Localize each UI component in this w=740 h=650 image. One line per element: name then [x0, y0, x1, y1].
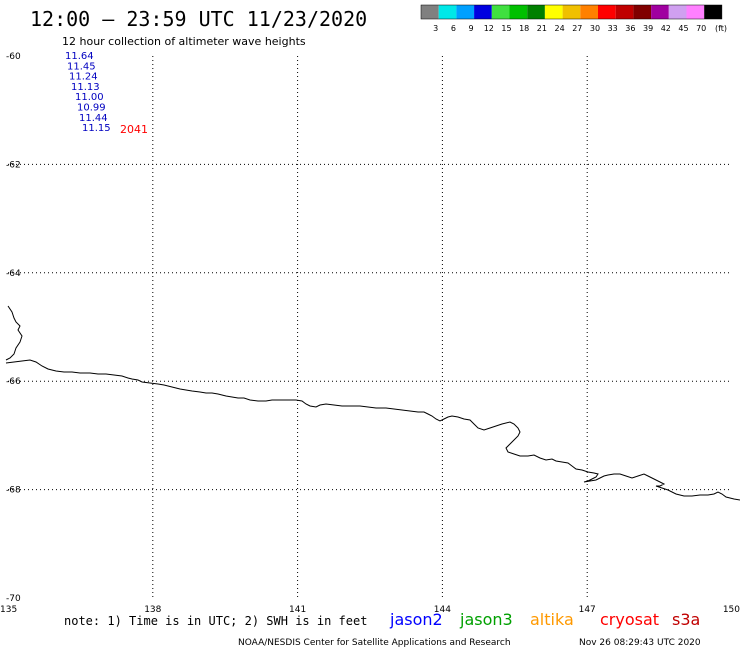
wave-height-value: 11.15	[82, 123, 111, 134]
color-scale-label: 18	[519, 24, 529, 33]
color-scale-unit: (ft)	[715, 24, 727, 33]
color-scale-swatch	[668, 5, 687, 19]
satellite-name: jason3	[459, 610, 513, 629]
color-scale-swatch	[474, 5, 492, 19]
color-scale-swatch	[704, 5, 722, 19]
color-scale-swatch	[527, 5, 545, 19]
satellite-name: s3a	[672, 610, 700, 629]
pass-time-label: 2041	[120, 123, 148, 136]
wave-height-value: 11.24	[69, 72, 98, 83]
color-scale-swatch	[438, 5, 457, 19]
color-scale-swatch	[686, 5, 705, 19]
color-scale-swatch	[651, 5, 669, 19]
color-scale-swatch	[562, 5, 581, 19]
latitude-label: -64	[6, 269, 21, 279]
color-scale-label: 12	[484, 24, 494, 33]
longitude-label: 144	[434, 605, 451, 615]
color-scale-swatch	[598, 5, 616, 19]
color-scale-border	[420, 4, 723, 20]
color-scale-label: 27	[572, 24, 582, 33]
color-scale-swatch	[421, 5, 439, 19]
color-scale-label: 42	[661, 24, 671, 33]
antarctic-coastline	[5, 305, 740, 501]
color-scale-label: 9	[469, 24, 474, 33]
satellite-legend: jason2 jason3 altika cryosat s3a	[389, 610, 700, 629]
color-scale-label: 6	[451, 24, 456, 33]
color-scale-label: 70	[696, 24, 706, 33]
latitude-label: -60	[6, 52, 21, 62]
wave-height-value: 11.64	[65, 51, 94, 62]
footer-timestamp: Nov 26 08:29:43 UTC 2020	[579, 638, 701, 648]
color-scale-label: 39	[643, 24, 653, 33]
color-scale-swatch	[509, 5, 528, 19]
map-subtitle: 12 hour collection of altimeter wave hei…	[62, 35, 306, 48]
latitude-label: -70	[6, 594, 21, 604]
color-scale-label: 21	[537, 24, 547, 33]
color-scale-label: 15	[501, 24, 511, 33]
color-scale-label: 33	[608, 24, 618, 33]
color-scale-label: 3	[433, 24, 438, 33]
longitude-label: 150	[723, 605, 740, 615]
color-scale-swatch	[615, 5, 634, 19]
color-scale-swatch	[491, 5, 510, 19]
color-scale-swatch	[456, 5, 475, 19]
longitude-label: 147	[579, 605, 596, 615]
color-scale-swatch	[544, 5, 563, 19]
longitude-label: 138	[144, 605, 161, 615]
latitude-label: -66	[6, 377, 21, 387]
satellite-name: jason2	[389, 610, 443, 629]
latitude-label: -62	[6, 160, 21, 170]
longitude-label: 141	[289, 605, 306, 615]
color-scale-label: 36	[625, 24, 635, 33]
wave-height-value: 11.44	[79, 113, 108, 124]
wave-height-value: 11.13	[71, 82, 100, 93]
wave-height-value: 11.45	[67, 61, 96, 72]
longitude-label: 135	[0, 605, 17, 615]
wave-height-value: 10.99	[77, 103, 106, 114]
color-scale-label: 24	[555, 24, 565, 33]
wave-height-value: 11.00	[75, 92, 104, 103]
latitude-label: -68	[6, 486, 21, 496]
color-scale-label: 45	[678, 24, 688, 33]
color-scale-swatch	[580, 5, 598, 19]
satellite-name: altika	[530, 610, 574, 629]
footer-note: note: 1) Time is in UTC; 2) SWH is in fe…	[64, 614, 367, 628]
wave-height-color-scale: 3 6 9 12 15 18 21 24 27 30 33 36 39 42 45 70	[420, 4, 723, 33]
color-scale-label: 30	[590, 24, 600, 33]
color-scale-swatch	[633, 5, 652, 19]
satellite-name: cryosat	[600, 610, 659, 629]
map-title: 12:00 – 23:59 UTC 11/23/2020	[30, 7, 367, 31]
footer-credit: NOAA/NESDIS Center for Satellite Applica…	[238, 638, 511, 648]
